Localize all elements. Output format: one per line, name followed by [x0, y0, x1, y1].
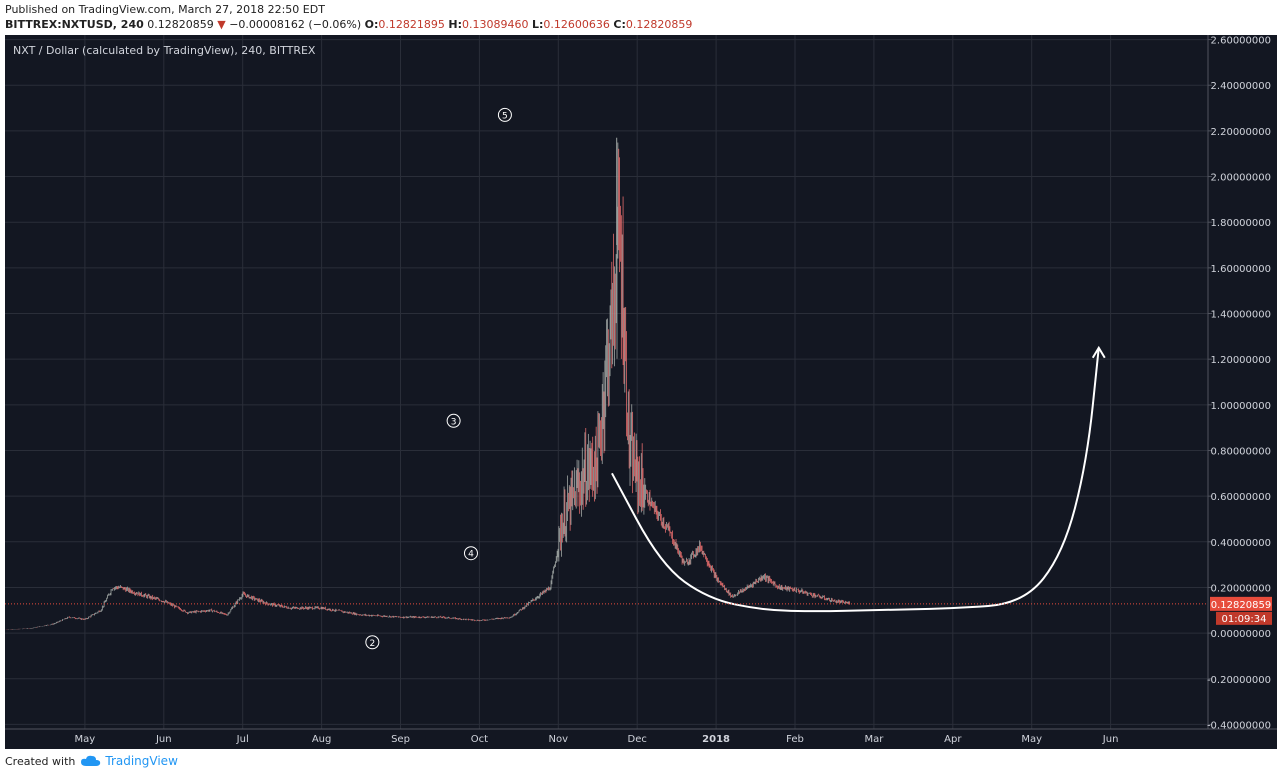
wave-label: 3 — [451, 417, 457, 427]
y-tick-label: 1.40000000 — [1211, 310, 1271, 321]
chart-title: NXT / Dollar (calculated by TradingView)… — [13, 44, 316, 57]
y-tick-label: 0.20000000 — [1211, 583, 1271, 594]
y-tick-label: 1.00000000 — [1211, 401, 1271, 412]
price-tag-label: 0.12820859 — [1211, 600, 1271, 611]
x-tick-label: Apr — [944, 734, 962, 745]
tradingview-logo[interactable]: TradingView — [81, 754, 178, 768]
cloud-icon — [81, 755, 101, 766]
down-arrow-icon: ▼ — [217, 18, 226, 31]
wave-marker — [365, 635, 380, 650]
y-tick-label: 1.20000000 — [1211, 355, 1271, 366]
chart-panel[interactable]: 12345 2.600000002.400000002.200000002.00… — [0, 35, 1277, 749]
x-tick-label: Nov — [549, 734, 569, 745]
arrow-up-icon — [1091, 345, 1106, 359]
y-tick-label: 2.00000000 — [1211, 173, 1271, 184]
high-label: H: — [448, 18, 462, 31]
x-tick-label: Jul — [236, 734, 249, 745]
y-axis-panel — [1208, 35, 1277, 749]
y-tick-label: 0.60000000 — [1211, 492, 1271, 503]
x-tick-label: Feb — [786, 734, 804, 745]
brand-label: TradingView — [105, 754, 178, 768]
wave-label: 4 — [468, 550, 474, 560]
y-tick-label: 1.60000000 — [1211, 264, 1271, 275]
x-tick-label: 2018 — [702, 734, 730, 745]
y-tick-label: 0.40000000 — [1211, 538, 1271, 549]
low-label: L: — [531, 18, 544, 31]
countdown-label: 01:09:34 — [1222, 614, 1267, 625]
published-line: Published on TradingView.com, March 27, … — [5, 3, 325, 16]
change-value: −0.00008162 (−0.06%) — [229, 18, 362, 31]
y-tick-label: 2.40000000 — [1211, 81, 1271, 92]
x-tick-label: Mar — [864, 734, 884, 745]
x-tick-label: May — [1021, 734, 1042, 745]
x-tick-label: Dec — [628, 734, 647, 745]
countdown-tag — [1216, 611, 1272, 625]
y-tick-label: 2.20000000 — [1211, 127, 1271, 138]
y-tick-label: 0.00000000 — [1211, 629, 1271, 640]
open-label: O: — [364, 18, 379, 31]
x-tick-label: May — [75, 734, 96, 745]
y-tick-label: 0.80000000 — [1211, 446, 1271, 457]
y-tick-label: -0.40000000 — [1207, 720, 1271, 731]
open-value: 0.12821895 — [378, 18, 445, 31]
x-tick-label: Jun — [155, 734, 172, 745]
close-label: C: — [613, 18, 626, 31]
low-value: 0.12600636 — [543, 18, 610, 31]
projection-curve — [611, 347, 1100, 613]
x-tick-label: Oct — [471, 734, 488, 745]
close-value: 0.12820859 — [625, 18, 693, 31]
y-tick-label: 2.60000000 — [1211, 36, 1271, 47]
symbol-label: BITTREX:NXTUSD, 240 — [5, 18, 144, 31]
wave-marker — [446, 413, 461, 428]
footer: Created with TradingView — [5, 754, 178, 768]
last-price: 0.12820859 — [147, 18, 214, 31]
price-chart[interactable]: 12345 2.600000002.400000002.200000002.00… — [0, 35, 1277, 749]
y-tick-label: 1.80000000 — [1211, 218, 1271, 229]
x-tick-label: Aug — [312, 734, 332, 745]
wave-marker — [463, 546, 478, 561]
ohlc-line: BITTREX:NXTUSD, 240 0.12820859 ▼ −0.0000… — [5, 18, 692, 31]
high-value: 0.13089460 — [462, 18, 529, 31]
x-tick-label: Jun — [1102, 734, 1119, 745]
price-tag — [1210, 596, 1272, 611]
wave-label: 2 — [369, 639, 375, 649]
y-tick-label: -0.20000000 — [1207, 675, 1271, 686]
created-with-label: Created with — [5, 754, 76, 768]
wave-label: 5 — [502, 111, 508, 121]
wave-marker — [497, 107, 512, 122]
x-tick-label: Sep — [391, 734, 410, 745]
